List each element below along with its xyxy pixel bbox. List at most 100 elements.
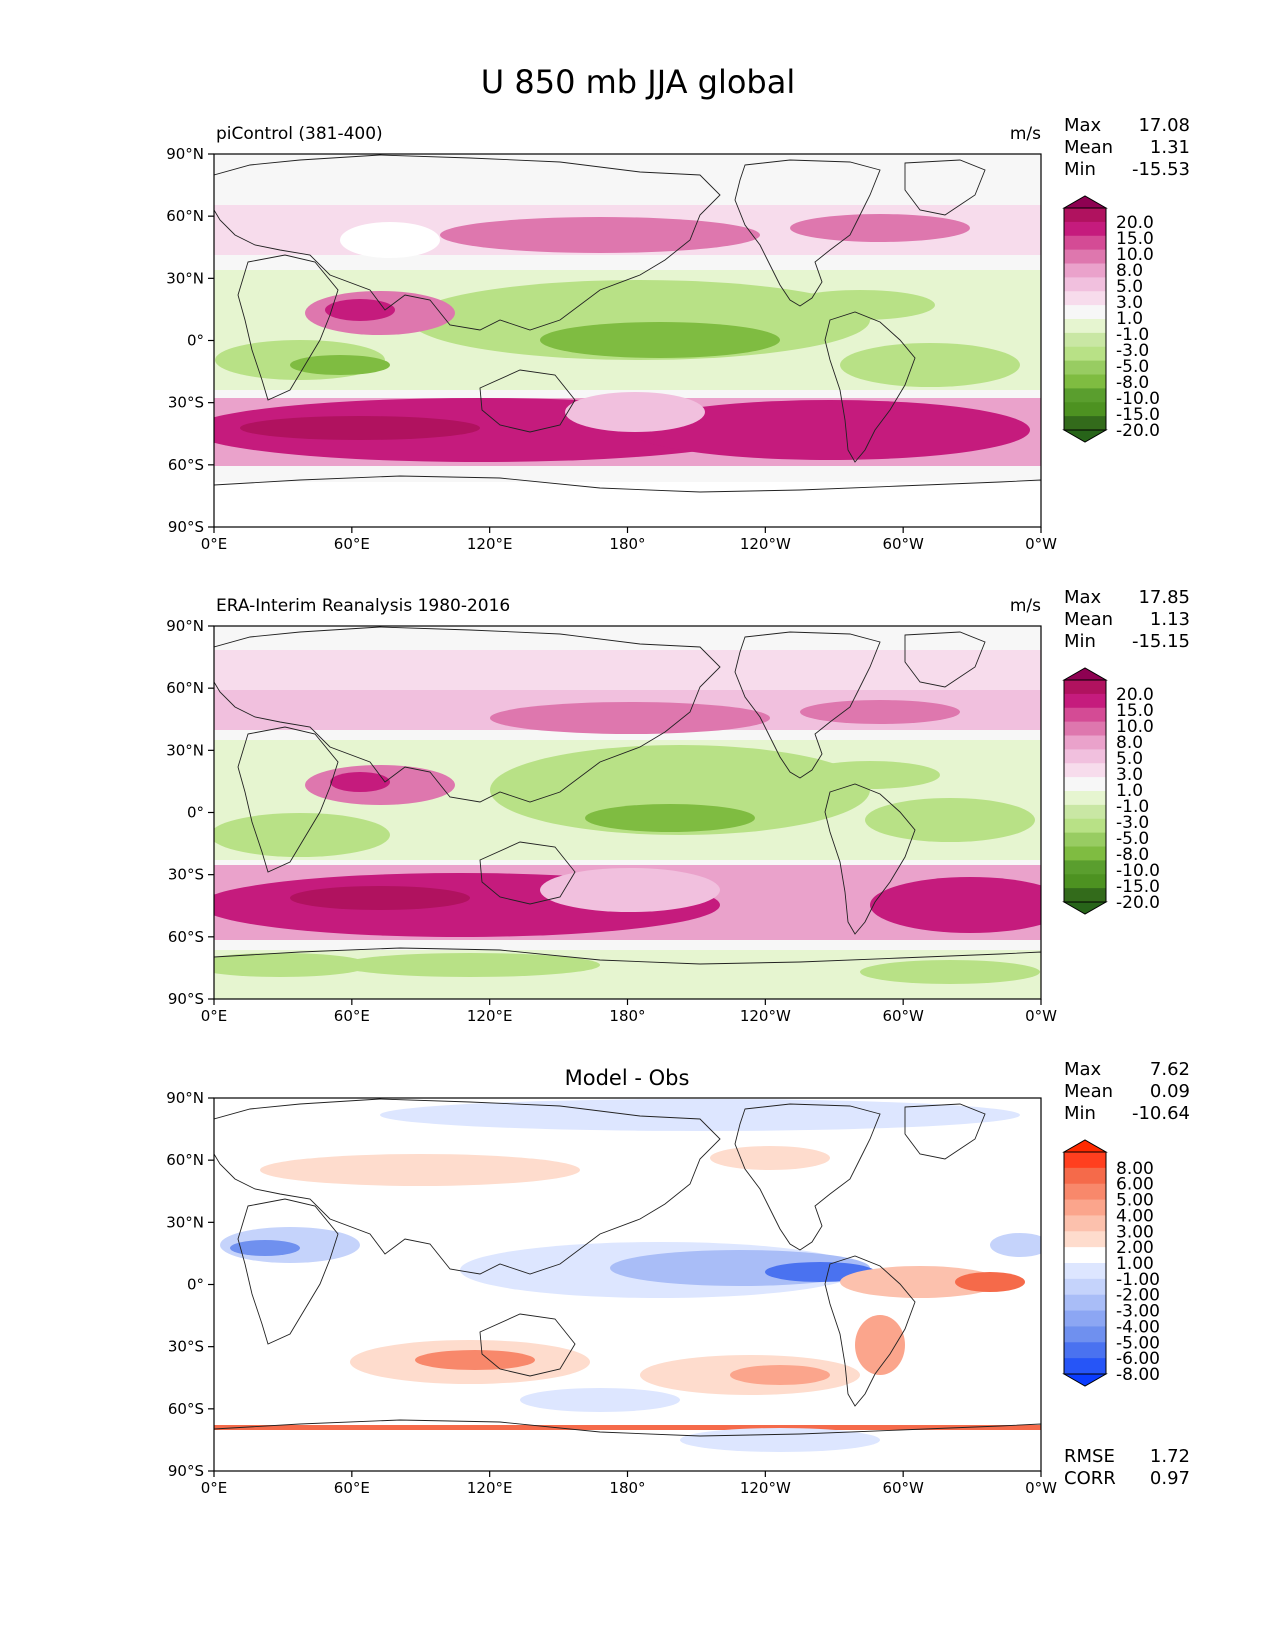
stat-label: Max	[1064, 1059, 1102, 1080]
panel-picontrol: piControl (381-400) m/s Max 17.08 Mean 1.31…	[166, 115, 1190, 553]
panel-units: m/s	[1010, 596, 1041, 616]
colorbar-segment	[1064, 721, 1106, 737]
colorbar-segment	[1064, 1215, 1106, 1232]
colorbar-label: 8.0	[1116, 733, 1143, 753]
colorbar-label: 3.00	[1116, 1222, 1154, 1242]
colorbar-label: -2.00	[1116, 1286, 1160, 1306]
y-tick-label: 90°S	[168, 518, 204, 536]
footer-stat-label: CORR	[1064, 1468, 1116, 1489]
map-field	[214, 154, 1041, 527]
colorbar-segment	[1064, 1326, 1106, 1343]
colorbar-segment	[1064, 818, 1106, 834]
colorbar-label: -8.00	[1116, 1365, 1160, 1385]
colorbar-label: -4.00	[1116, 1317, 1160, 1337]
colorbar-segment	[1064, 1278, 1106, 1296]
colorbar-segment	[1064, 777, 1106, 792]
colorbar-segment	[1064, 1231, 1106, 1248]
colorbar-label: 8.00	[1116, 1159, 1154, 1179]
colorbar-segment	[1064, 305, 1106, 320]
colorbar-segment	[1064, 1342, 1106, 1359]
colorbar-segment	[1064, 1167, 1106, 1185]
colorbar-segment	[1064, 277, 1106, 292]
colorbar-segment	[1064, 1263, 1106, 1280]
y-tick-label: 0°	[187, 804, 204, 822]
colorbar-segment	[1064, 1247, 1106, 1264]
colorbar-label: -15.0	[1116, 405, 1160, 425]
colorbar-label: -10.0	[1116, 861, 1160, 881]
stat-value: 17.08	[1138, 115, 1190, 136]
colorbar-label: -5.0	[1116, 829, 1149, 849]
y-tick-label: 90°S	[168, 1462, 204, 1480]
colorbar-segment	[1064, 346, 1106, 362]
stat-label: Mean	[1064, 1081, 1113, 1102]
x-tick-label: 180°	[609, 535, 645, 553]
colorbar-segment	[1064, 1358, 1106, 1375]
colorbar-label: -20.0	[1116, 421, 1160, 441]
y-tick-label: 30°S	[168, 1338, 204, 1356]
y-tick-label: 60°S	[168, 1400, 204, 1418]
colorbar-segment	[1064, 693, 1106, 709]
colorbar-max-arrow	[1062, 195, 1108, 209]
colorbar-segment	[1064, 804, 1106, 820]
stat-label: Mean	[1064, 137, 1113, 158]
colorbar-segment	[1064, 332, 1106, 348]
colorbar-label: -8.0	[1116, 373, 1149, 393]
map-field	[214, 1098, 1041, 1471]
stat-label: Min	[1064, 631, 1096, 652]
colorbar-label: 10.0	[1116, 245, 1154, 265]
colorbar-label: 6.00	[1116, 1175, 1154, 1195]
colorbar-segment	[1064, 1199, 1106, 1217]
colorbar-max-arrow	[1062, 1139, 1108, 1153]
colorbar-label: 15.0	[1116, 701, 1154, 721]
colorbar-label: -15.0	[1116, 877, 1160, 897]
y-tick-label: 30°S	[168, 394, 204, 412]
y-tick-label: 90°S	[168, 990, 204, 1008]
colorbar-label: 4.00	[1116, 1206, 1154, 1226]
x-tick-label: 60°E	[334, 1007, 370, 1025]
colorbar-segment	[1064, 749, 1106, 764]
colorbar-segment	[1064, 735, 1106, 750]
y-tick-label: 60°S	[168, 456, 204, 474]
colorbar-segment	[1064, 416, 1106, 431]
colorbar-segment	[1064, 874, 1106, 889]
x-tick-label: 60°W	[882, 535, 924, 553]
x-tick-label: 120°E	[467, 1479, 513, 1497]
x-tick-label: 0°E	[201, 1479, 228, 1497]
colorbar-segment	[1064, 208, 1106, 223]
colorbar-label: 1.00	[1116, 1254, 1154, 1274]
y-tick-label: 60°N	[166, 679, 204, 697]
colorbar-label: 20.0	[1116, 685, 1154, 705]
x-tick-label: 180°	[609, 1479, 645, 1497]
footer-stat-label: RMSE	[1064, 1446, 1115, 1467]
map-field	[214, 626, 1041, 999]
y-tick-label: 0°	[187, 332, 204, 350]
y-tick-label: 90°N	[166, 1089, 204, 1107]
x-tick-label: 120°W	[740, 1007, 791, 1025]
stat-value: 7.62	[1150, 1059, 1190, 1080]
colorbar-segment	[1064, 763, 1106, 778]
colorbar-label: 8.0	[1116, 261, 1143, 281]
colorbar-min-arrow	[1062, 901, 1108, 915]
colorbar-label: -3.00	[1116, 1302, 1160, 1322]
x-tick-label: 0°W	[1025, 1479, 1057, 1497]
colorbar-label: -6.00	[1116, 1349, 1160, 1369]
stat-value: 1.31	[1150, 137, 1190, 158]
panel-left-title: ERA-Interim Reanalysis 1980-2016	[216, 596, 510, 616]
x-tick-label: 60°E	[334, 1479, 370, 1497]
colorbar-label: 1.0	[1116, 309, 1143, 329]
colorbar-label: -5.0	[1116, 357, 1149, 377]
panel-center-title: Model - Obs	[565, 1066, 690, 1090]
colorbar-segment	[1064, 832, 1106, 848]
colorbar-segment	[1064, 860, 1106, 875]
x-tick-label: 60°W	[882, 1479, 924, 1497]
stat-label: Min	[1064, 1103, 1096, 1124]
stat-label: Min	[1064, 159, 1096, 180]
stat-label: Max	[1064, 587, 1102, 608]
colorbar-label: 3.0	[1116, 293, 1143, 313]
x-tick-label: 0°E	[201, 1007, 228, 1025]
colorbar-label: -1.00	[1116, 1270, 1160, 1290]
stat-value: -10.64	[1132, 1103, 1190, 1124]
colorbar-segment	[1064, 235, 1106, 251]
y-tick-label: 90°N	[166, 145, 204, 163]
